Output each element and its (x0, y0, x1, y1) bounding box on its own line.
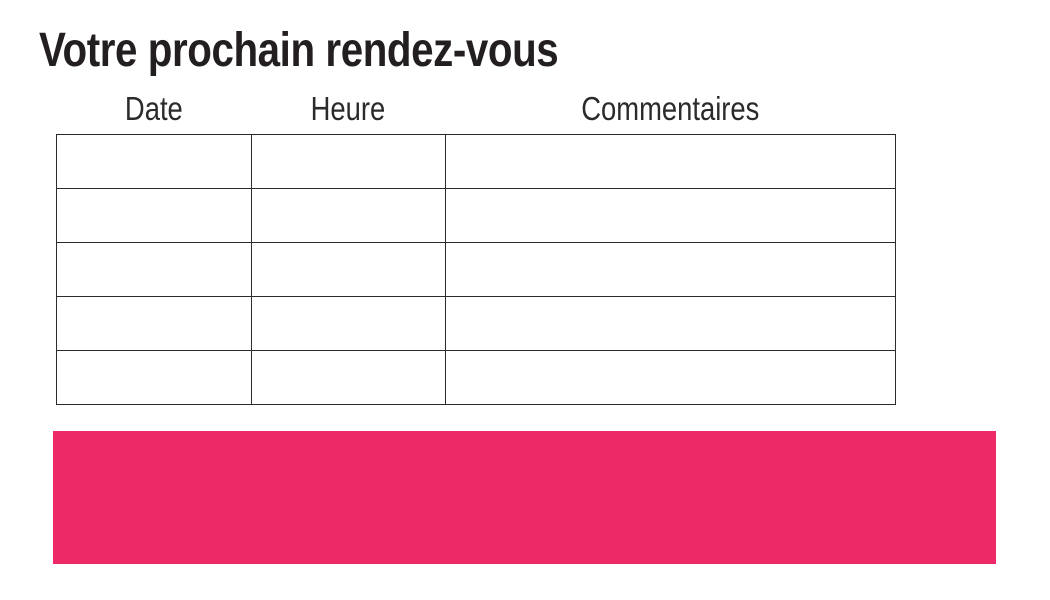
column-header-heure: Heure (251, 92, 445, 125)
page-title: Votre prochain rendez-vous (39, 24, 559, 77)
table-row (56, 134, 896, 189)
table-cell-heure (251, 188, 446, 243)
table-cell-date (56, 296, 252, 351)
table-cell-commentaires (445, 242, 896, 297)
table-row (56, 350, 896, 405)
table-cell-commentaires (445, 350, 896, 405)
table-cell-date (56, 350, 252, 405)
table-header-row: Date Heure Commentaires (0, 92, 1050, 126)
table-row (56, 296, 896, 351)
table-row (56, 188, 896, 243)
column-header-heure-label: Heure (310, 90, 386, 127)
table-cell-heure (251, 242, 446, 297)
column-header-commentaires: Commentaires (445, 92, 895, 125)
table-row (56, 242, 896, 297)
table-cell-heure (251, 296, 446, 351)
table-cell-date (56, 242, 252, 297)
table-cell-heure (251, 350, 446, 405)
table-cell-heure (251, 134, 446, 189)
footer-banner (53, 431, 996, 564)
table-cell-date (56, 188, 252, 243)
table-cell-commentaires (445, 134, 896, 189)
appointment-table (56, 134, 896, 405)
column-header-commentaires-label: Commentaires (580, 90, 760, 127)
column-header-date: Date (56, 92, 251, 125)
column-header-date-label: Date (124, 90, 183, 127)
table-cell-date (56, 134, 252, 189)
table-cell-commentaires (445, 188, 896, 243)
table-cell-commentaires (445, 296, 896, 351)
